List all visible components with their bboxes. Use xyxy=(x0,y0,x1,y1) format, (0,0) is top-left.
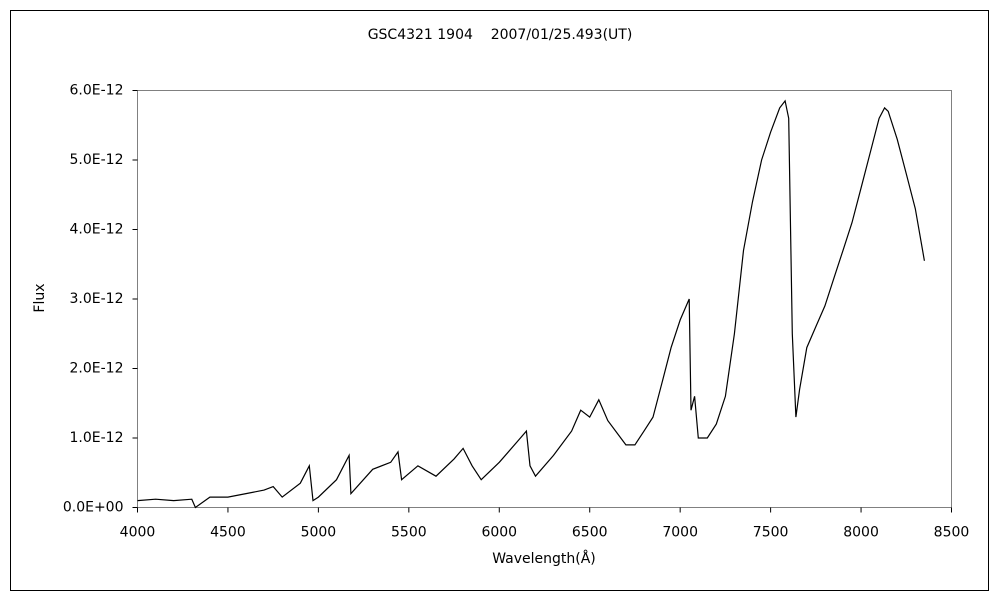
y-axis-label: Flux xyxy=(32,283,48,312)
x-axis-label: Wavelength(Å) xyxy=(492,550,596,567)
y-tick-label: 1.0E-12 xyxy=(70,430,124,446)
x-tick-label: 5500 xyxy=(391,525,427,541)
plot-area xyxy=(137,90,952,508)
x-tick-label: 5000 xyxy=(301,525,337,541)
x-tick-label: 8000 xyxy=(843,525,879,541)
x-tick-label: 7500 xyxy=(753,525,789,541)
x-tick-label: 8500 xyxy=(934,525,970,541)
y-tick-label: 3.0E-12 xyxy=(70,291,124,307)
x-tick-label: 4500 xyxy=(210,525,246,541)
y-tick-label: 2.0E-12 xyxy=(70,361,124,377)
y-tick-label: 0.0E+00 xyxy=(63,500,124,516)
x-tick-label: 6000 xyxy=(481,525,517,541)
spectrum-line xyxy=(137,99,925,509)
y-tick-label: 5.0E-12 xyxy=(70,152,124,168)
y-tick-label: 4.0E-12 xyxy=(70,222,124,238)
y-tick-label: 6.0E-12 xyxy=(70,83,124,99)
x-tick-label: 4000 xyxy=(120,525,156,541)
x-tick-label: 7000 xyxy=(662,525,698,541)
chart-title: GSC4321 1904 2007/01/25.493(UT) xyxy=(368,27,633,43)
x-tick-label: 6500 xyxy=(572,525,608,541)
